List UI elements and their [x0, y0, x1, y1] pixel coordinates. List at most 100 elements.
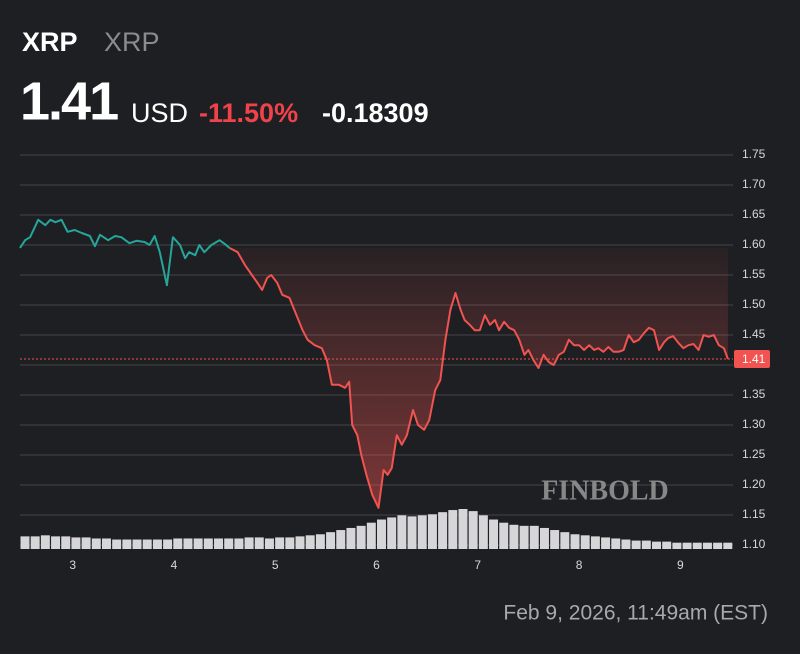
- volume-bar: [336, 530, 346, 549]
- volume-bar: [275, 537, 285, 549]
- volume-bar: [692, 542, 702, 549]
- volume-bar: [305, 535, 315, 549]
- y-tick-label: 1.70: [742, 177, 766, 191]
- volume-bar: [662, 541, 672, 549]
- volume-bar: [499, 522, 509, 549]
- volume-bar: [702, 542, 712, 549]
- volume-bar: [489, 519, 499, 549]
- volume-bar: [142, 539, 152, 549]
- volume-bar: [601, 537, 611, 549]
- volume-bar: [377, 519, 386, 549]
- symbol: XRP: [22, 27, 78, 57]
- volume-bar: [519, 525, 529, 549]
- volume-bar: [81, 537, 91, 549]
- volume-bar: [295, 536, 305, 549]
- volume-bar: [30, 536, 40, 549]
- price: 1.41: [20, 71, 118, 131]
- volume-bar: [326, 532, 336, 549]
- price-line: [229, 247, 729, 509]
- volume-bar: [713, 542, 723, 549]
- volume-bar: [173, 538, 183, 549]
- volume-bar: [163, 539, 173, 549]
- y-tick-label: 1.35: [742, 387, 766, 401]
- y-tick-label: 1.45: [742, 327, 766, 341]
- volume-bar: [570, 534, 580, 549]
- volume-bar: [101, 538, 111, 549]
- timestamp: Feb 9, 2026, 11:49am (EST): [503, 602, 768, 625]
- volume-bar: [550, 530, 560, 549]
- volume-bar: [51, 536, 61, 549]
- volume-bar: [590, 536, 600, 549]
- volume-bar: [264, 538, 274, 549]
- volume-bar: [254, 537, 264, 549]
- volume-bar: [580, 535, 590, 549]
- volume-bar: [234, 538, 244, 549]
- change-percent: -11.50%: [199, 98, 298, 128]
- watermark: FINBOLD: [541, 475, 669, 506]
- volume-bar: [672, 542, 682, 549]
- change: -0.18309: [322, 98, 429, 128]
- volume-bar: [387, 517, 397, 549]
- volume-bar: [346, 527, 356, 549]
- price-tag: [734, 350, 770, 368]
- x-tick-label: 4: [171, 558, 178, 572]
- x-tick-label: 7: [474, 558, 481, 572]
- volume-bar: [468, 511, 478, 549]
- volume-bar: [448, 510, 458, 549]
- y-tick-label: 1.15: [742, 507, 766, 521]
- volume-bar: [397, 515, 407, 549]
- volume-bar: [152, 539, 162, 549]
- asset-name: XRP: [104, 27, 160, 57]
- volume-bar: [611, 538, 621, 549]
- volume-bar: [315, 534, 325, 549]
- volume-bar: [244, 537, 254, 549]
- x-tick-label: 8: [576, 558, 583, 572]
- volume-bar: [723, 542, 733, 549]
- x-tick-label: 6: [373, 558, 380, 572]
- x-tick-label: 3: [69, 558, 76, 572]
- y-tick-label: 1.10: [742, 537, 766, 551]
- volume-bar: [621, 539, 631, 549]
- volume-bar: [438, 512, 448, 549]
- volume-bar: [427, 514, 437, 549]
- volume-bar: [478, 515, 488, 549]
- price-line: [19, 218, 231, 287]
- volume-bar: [641, 540, 651, 549]
- volume-bar: [193, 538, 203, 549]
- volume-bar: [366, 522, 376, 549]
- area: [229, 248, 728, 508]
- y-tick-label: 1.25: [742, 447, 766, 461]
- y-tick-label: 1.50: [742, 297, 766, 311]
- volume-bar: [20, 536, 30, 549]
- volume-bar: [214, 538, 224, 549]
- volume-bar: [539, 527, 549, 549]
- volume-bar: [560, 532, 570, 549]
- volume-bar: [122, 539, 132, 549]
- volume-bar: [529, 525, 539, 549]
- y-tick-label: 1.20: [742, 477, 766, 491]
- y-tick-label: 1.60: [742, 237, 766, 251]
- volume-bar: [91, 538, 101, 549]
- volume-bar: [509, 524, 519, 549]
- volume-bar: [682, 542, 692, 549]
- volume-bar: [458, 509, 468, 549]
- y-tick-label: 1.55: [742, 267, 766, 281]
- volume-bar: [285, 537, 295, 549]
- y-tick-label: 1.75: [742, 147, 766, 161]
- volume-bar: [224, 538, 234, 549]
- volume-bar: [417, 515, 427, 549]
- currency: USD: [131, 98, 188, 128]
- y-tick-label: 1.30: [742, 417, 766, 431]
- volume-bar: [652, 541, 661, 549]
- volume-bar: [631, 540, 641, 549]
- volume-bar: [61, 536, 71, 549]
- volume-bar: [356, 525, 366, 549]
- volume-bar: [203, 538, 213, 549]
- volume-bar: [407, 516, 417, 549]
- volume-bar: [132, 539, 142, 549]
- volume-bar: [71, 537, 81, 549]
- x-tick-label: 9: [677, 558, 684, 572]
- y-tick-label: 1.65: [742, 207, 766, 221]
